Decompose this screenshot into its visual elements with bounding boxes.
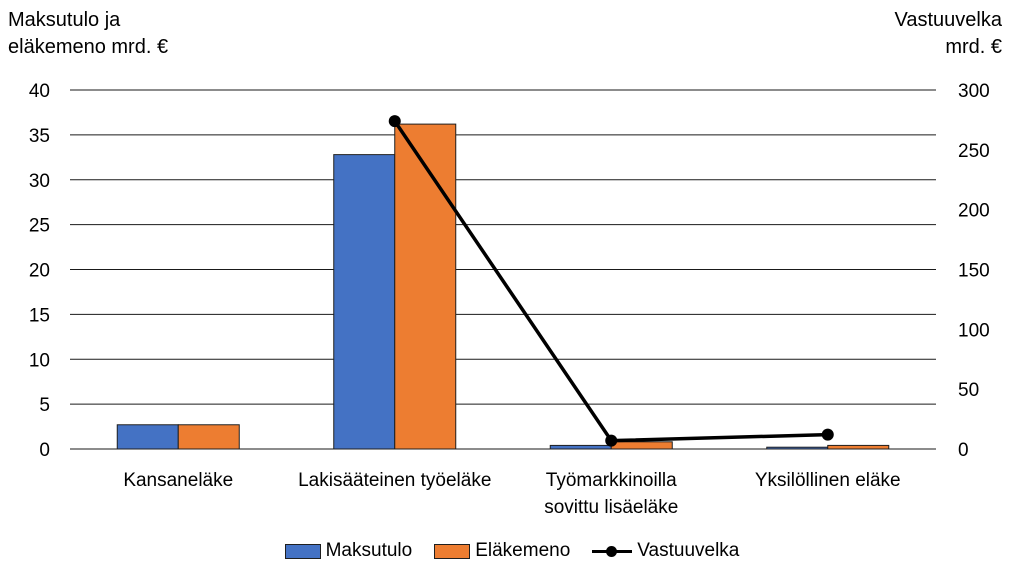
legend-item-elakemeno: Eläkemeno <box>434 540 570 562</box>
right-tick-label-1: 50 <box>958 380 979 401</box>
left-tick-label-6: 30 <box>29 171 50 192</box>
right-tick-label-5: 250 <box>958 141 990 162</box>
right-tick-label-6: 300 <box>958 81 990 102</box>
legend-swatch-elakemeno <box>434 543 471 559</box>
bar-maksutulo-0 <box>116 424 179 450</box>
bar-maksutulo-2 <box>549 444 612 450</box>
left-tick-label-4: 20 <box>29 261 50 282</box>
left-tick-label-8: 40 <box>29 81 50 102</box>
x-tick-label-2-line-1: sovittu lisäeläke <box>544 497 678 518</box>
point-vastuuvelka-2 <box>605 434 618 447</box>
legend-label-vastuuvelka: Vastuuvelka <box>637 540 740 561</box>
left-axis-title: Maksutulo ja eläkemeno mrd. € <box>8 9 169 58</box>
x-tick-label-1: Lakisääteinen työeläke <box>298 470 491 491</box>
right-tick-label-4: 200 <box>958 201 990 222</box>
x-tick-label-3: Yksilöllinen eläke <box>755 470 901 491</box>
legend-swatch-vastuuvelka <box>592 544 633 559</box>
legend: Maksutulo Eläkemeno Vastuuvelka <box>0 538 1024 564</box>
right-axis-title: Vastuuvelka mrd. € <box>894 9 1002 58</box>
point-vastuuvelka-1 <box>388 115 401 128</box>
bar-maksutulo-1 <box>333 154 396 450</box>
left-tick-label-5: 25 <box>29 216 50 237</box>
bar-el-kemeno-3 <box>827 444 890 450</box>
x-tick-label-2: Työmarkkinoilla <box>546 470 677 491</box>
left-tick-label-3: 15 <box>29 305 50 326</box>
legend-swatch-maksutulo <box>284 543 321 559</box>
x-tick-label-0: Kansaneläke <box>123 470 233 491</box>
legend-item-maksutulo: Maksutulo <box>284 540 413 562</box>
left-tick-label-2: 10 <box>29 350 50 371</box>
left-tick-label-1: 5 <box>39 395 50 416</box>
bar-maksutulo-3 <box>766 446 829 450</box>
bar-el-kemeno-0 <box>177 424 240 450</box>
bar-el-kemeno-2 <box>610 441 673 450</box>
left-tick-label-0: 0 <box>39 440 50 461</box>
legend-label-maksutulo: Maksutulo <box>325 540 413 561</box>
point-vastuuvelka-3 <box>821 428 834 441</box>
right-tick-label-3: 150 <box>958 261 990 282</box>
legend-label-elakemeno: Eläkemeno <box>475 540 571 561</box>
right-tick-label-2: 100 <box>958 320 990 341</box>
left-tick-label-7: 35 <box>29 126 50 147</box>
line-vastuuvelka <box>393 120 828 443</box>
legend-item-vastuuvelka: Vastuuvelka <box>592 540 739 562</box>
bar-el-kemeno-1 <box>394 123 457 450</box>
right-tick-label-0: 0 <box>958 440 969 461</box>
